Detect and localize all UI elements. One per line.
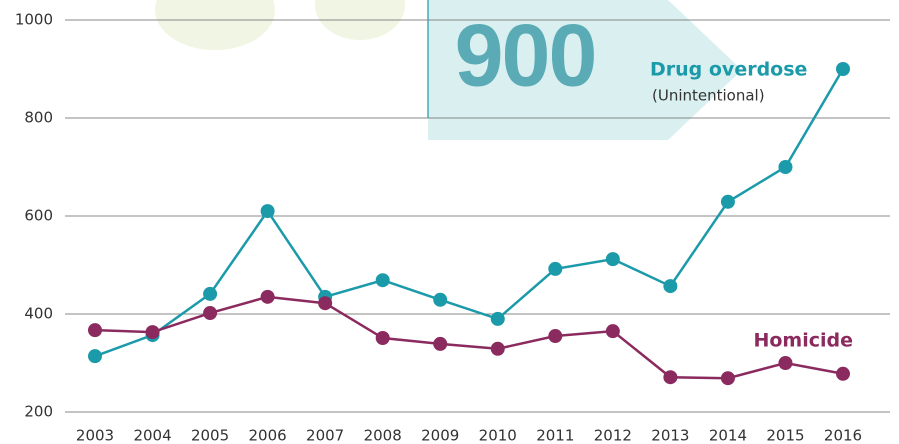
- data-point: [203, 286, 218, 301]
- data-point: [720, 371, 735, 386]
- x-tick-label: 2016: [824, 427, 862, 444]
- series-label: Drug overdose: [650, 59, 807, 81]
- data-point: [663, 279, 678, 294]
- x-tick-label: 2015: [766, 427, 804, 444]
- data-point: [836, 62, 850, 76]
- series-line: [94, 295, 844, 380]
- x-tick-label: 2013: [651, 427, 689, 444]
- data-point: [836, 366, 850, 381]
- x-tick-label: 2005: [191, 427, 229, 444]
- data-point: [548, 261, 563, 276]
- data-point: [663, 370, 678, 385]
- x-tick-label: 2003: [76, 427, 114, 444]
- x-tick-label: 2007: [306, 427, 344, 444]
- data-point: [778, 160, 793, 174]
- x-tick-label: 2010: [479, 427, 517, 444]
- x-tick-label: 2004: [133, 427, 171, 444]
- data-point: [260, 204, 275, 219]
- x-tick-label: 2014: [709, 427, 747, 444]
- data-point: [375, 331, 390, 346]
- data-point: [605, 324, 620, 339]
- data-point: [88, 323, 102, 338]
- x-tick-label: 2011: [536, 427, 574, 444]
- data-point: [490, 311, 505, 326]
- data-point: [203, 306, 218, 321]
- data-point: [375, 273, 390, 288]
- data-point: [318, 296, 333, 311]
- data-point: [433, 292, 448, 307]
- data-point: [145, 325, 160, 340]
- data-point: [88, 349, 102, 364]
- y-tick-label: 200: [24, 403, 53, 421]
- series-line: [94, 68, 845, 358]
- data-point: [433, 336, 448, 351]
- data-point: [490, 341, 505, 356]
- x-tick-label: 2009: [421, 427, 459, 444]
- series-label: Homicide: [753, 330, 853, 352]
- y-tick-label: 400: [24, 305, 53, 323]
- y-tick-label: 1000: [15, 11, 53, 29]
- data-point: [548, 329, 563, 344]
- series-note: (Unintentional): [652, 87, 765, 105]
- y-tick-label: 800: [24, 109, 53, 127]
- x-tick-label: 2008: [364, 427, 402, 444]
- data-point: [260, 289, 275, 304]
- data-point: [605, 252, 620, 267]
- x-tick-label: 2012: [594, 427, 632, 444]
- data-point: [720, 194, 735, 209]
- big-number: 900: [455, 5, 596, 104]
- x-tick-label: 2006: [249, 427, 287, 444]
- y-tick-label: 600: [24, 207, 53, 225]
- data-point: [778, 356, 793, 370]
